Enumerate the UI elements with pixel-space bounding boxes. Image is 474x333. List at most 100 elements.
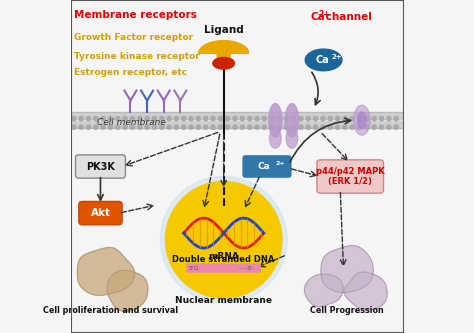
Ellipse shape bbox=[213, 57, 235, 69]
Text: Ca: Ca bbox=[257, 162, 270, 171]
Circle shape bbox=[306, 116, 311, 121]
Polygon shape bbox=[77, 247, 135, 295]
Circle shape bbox=[386, 125, 392, 130]
Circle shape bbox=[86, 125, 91, 130]
Circle shape bbox=[79, 116, 84, 121]
Polygon shape bbox=[217, 53, 230, 62]
Circle shape bbox=[100, 125, 106, 130]
Text: mRNA: mRNA bbox=[208, 252, 239, 261]
Circle shape bbox=[152, 116, 157, 121]
Circle shape bbox=[166, 125, 172, 130]
Ellipse shape bbox=[269, 128, 281, 148]
FancyBboxPatch shape bbox=[317, 160, 383, 193]
FancyBboxPatch shape bbox=[186, 263, 261, 273]
Circle shape bbox=[115, 116, 120, 121]
Circle shape bbox=[210, 125, 216, 130]
Text: 3': 3' bbox=[246, 265, 252, 271]
Circle shape bbox=[357, 116, 362, 121]
Circle shape bbox=[372, 116, 377, 121]
FancyBboxPatch shape bbox=[79, 201, 122, 225]
Circle shape bbox=[137, 116, 142, 121]
Circle shape bbox=[313, 125, 318, 130]
Circle shape bbox=[225, 116, 230, 121]
Circle shape bbox=[174, 116, 179, 121]
Text: Double stranded DNA: Double stranded DNA bbox=[173, 255, 275, 264]
Circle shape bbox=[364, 116, 370, 121]
Text: p44/p42 MAPK: p44/p42 MAPK bbox=[316, 167, 384, 176]
Circle shape bbox=[108, 125, 113, 130]
Circle shape bbox=[196, 116, 201, 121]
Circle shape bbox=[71, 116, 76, 121]
Text: 2+: 2+ bbox=[319, 10, 330, 19]
Circle shape bbox=[262, 116, 267, 121]
Text: Akt: Akt bbox=[91, 208, 110, 218]
Text: PK3K: PK3K bbox=[86, 162, 115, 171]
Text: Cell proliferation and survival: Cell proliferation and survival bbox=[43, 306, 178, 315]
Circle shape bbox=[349, 125, 355, 130]
Circle shape bbox=[255, 116, 260, 121]
Circle shape bbox=[372, 125, 377, 130]
Circle shape bbox=[122, 116, 128, 121]
Circle shape bbox=[115, 125, 120, 130]
Ellipse shape bbox=[305, 49, 342, 71]
Circle shape bbox=[159, 125, 164, 130]
Text: Ca: Ca bbox=[315, 55, 329, 65]
Circle shape bbox=[218, 116, 223, 121]
Circle shape bbox=[283, 125, 289, 130]
Circle shape bbox=[160, 176, 287, 303]
Circle shape bbox=[137, 125, 142, 130]
Circle shape bbox=[335, 116, 340, 121]
Circle shape bbox=[386, 116, 392, 121]
Text: Ca: Ca bbox=[310, 12, 325, 22]
Ellipse shape bbox=[285, 104, 299, 137]
Circle shape bbox=[342, 116, 347, 121]
Circle shape bbox=[335, 125, 340, 130]
Circle shape bbox=[283, 116, 289, 121]
Circle shape bbox=[108, 116, 113, 121]
Circle shape bbox=[393, 116, 399, 121]
Circle shape bbox=[291, 116, 296, 121]
Text: Nuclear membrane: Nuclear membrane bbox=[175, 296, 272, 305]
Text: (ERK 1/2): (ERK 1/2) bbox=[328, 177, 372, 186]
Circle shape bbox=[320, 116, 326, 121]
FancyBboxPatch shape bbox=[75, 155, 126, 178]
Circle shape bbox=[159, 116, 164, 121]
Text: Cell membrane: Cell membrane bbox=[97, 118, 166, 127]
Circle shape bbox=[291, 125, 296, 130]
Polygon shape bbox=[304, 274, 343, 307]
Text: Membrane receptors: Membrane receptors bbox=[74, 10, 197, 20]
Circle shape bbox=[130, 125, 135, 130]
Circle shape bbox=[364, 125, 370, 130]
Circle shape bbox=[203, 125, 209, 130]
Circle shape bbox=[93, 125, 99, 130]
Text: 2+: 2+ bbox=[275, 161, 285, 166]
Circle shape bbox=[100, 116, 106, 121]
Circle shape bbox=[328, 125, 333, 130]
Circle shape bbox=[276, 125, 282, 130]
Circle shape bbox=[269, 125, 274, 130]
Circle shape bbox=[145, 125, 150, 130]
Circle shape bbox=[196, 125, 201, 130]
Circle shape bbox=[349, 116, 355, 121]
Text: Tyrosine kinase receptor: Tyrosine kinase receptor bbox=[74, 52, 200, 61]
Circle shape bbox=[165, 181, 282, 298]
Polygon shape bbox=[199, 41, 249, 53]
Text: Estrogen receptor, etc: Estrogen receptor, etc bbox=[74, 68, 187, 77]
Circle shape bbox=[298, 116, 304, 121]
Circle shape bbox=[218, 125, 223, 130]
Text: Ligand: Ligand bbox=[204, 25, 244, 35]
Circle shape bbox=[342, 125, 347, 130]
Circle shape bbox=[210, 116, 216, 121]
Ellipse shape bbox=[286, 128, 298, 148]
Circle shape bbox=[225, 125, 230, 130]
Circle shape bbox=[276, 116, 282, 121]
Text: channel: channel bbox=[322, 12, 372, 22]
Circle shape bbox=[357, 125, 362, 130]
Ellipse shape bbox=[269, 104, 282, 137]
Circle shape bbox=[393, 125, 399, 130]
Circle shape bbox=[93, 116, 99, 121]
Circle shape bbox=[379, 125, 384, 130]
Polygon shape bbox=[107, 270, 148, 311]
Circle shape bbox=[232, 116, 237, 121]
Text: 2+: 2+ bbox=[332, 54, 343, 60]
